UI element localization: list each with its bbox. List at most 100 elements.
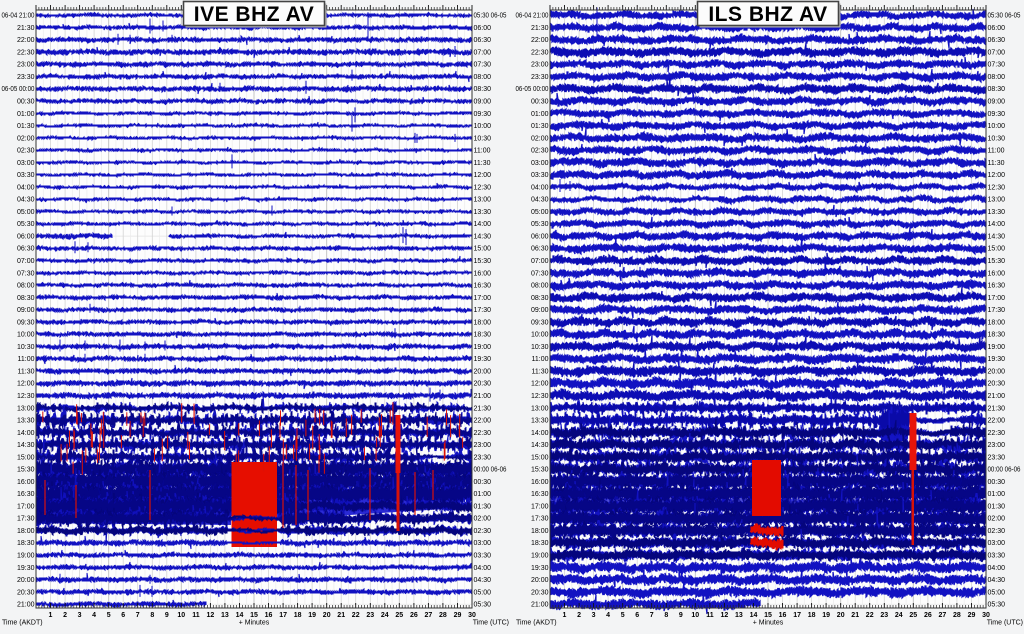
svg-text:05:30: 05:30 (17, 221, 35, 228)
svg-text:05:00: 05:00 (531, 209, 549, 216)
svg-text:16:00: 16:00 (17, 479, 35, 486)
svg-text:02:00: 02:00 (474, 516, 492, 523)
svg-text:2: 2 (577, 612, 581, 619)
svg-text:09:30: 09:30 (988, 111, 1006, 118)
svg-text:02:30: 02:30 (531, 148, 549, 155)
svg-text:13:30: 13:30 (988, 209, 1006, 216)
svg-text:22:00: 22:00 (17, 37, 35, 44)
svg-text:20:30: 20:30 (988, 381, 1006, 388)
svg-text:08:00: 08:00 (531, 283, 549, 290)
svg-text:5: 5 (107, 612, 111, 619)
svg-text:21:00: 21:00 (474, 393, 492, 400)
svg-text:26: 26 (410, 612, 418, 619)
svg-text:18:00: 18:00 (17, 528, 35, 535)
svg-text:23:00: 23:00 (474, 442, 492, 449)
svg-text:11:30: 11:30 (988, 160, 1005, 167)
svg-text:04:30: 04:30 (474, 577, 492, 584)
svg-text:28: 28 (953, 612, 961, 619)
svg-text:15:30: 15:30 (988, 258, 1006, 265)
svg-text:11: 11 (192, 612, 200, 619)
svg-text:20:00: 20:00 (474, 369, 492, 376)
svg-text:02:30: 02:30 (474, 528, 492, 535)
svg-text:11:00: 11:00 (474, 148, 491, 155)
svg-text:18:30: 18:30 (531, 540, 549, 547)
svg-text:21:00: 21:00 (17, 602, 35, 609)
svg-text:05:30: 05:30 (988, 602, 1006, 609)
svg-text:03:00: 03:00 (531, 160, 549, 167)
svg-text:08:30: 08:30 (17, 295, 35, 302)
svg-text:21: 21 (337, 612, 345, 619)
svg-text:16: 16 (779, 612, 787, 619)
svg-text:09:00: 09:00 (531, 307, 549, 314)
svg-text:00:00 06-06: 00:00 06-06 (988, 467, 1021, 474)
svg-text:Time (AKDT): Time (AKDT) (2, 620, 43, 627)
svg-text:03:00: 03:00 (988, 540, 1006, 547)
svg-text:18:30: 18:30 (988, 332, 1006, 339)
svg-text:17:30: 17:30 (531, 516, 549, 523)
svg-text:01:30: 01:30 (17, 123, 35, 130)
svg-text:14:00: 14:00 (531, 430, 549, 437)
svg-text:09:30: 09:30 (531, 319, 549, 326)
svg-text:01:30: 01:30 (988, 503, 1006, 510)
svg-text:12:00: 12:00 (531, 381, 549, 388)
svg-text:19:00: 19:00 (474, 344, 492, 351)
svg-text:02:30: 02:30 (17, 148, 35, 155)
svg-text:09:30: 09:30 (17, 319, 35, 326)
svg-text:06:30: 06:30 (474, 37, 492, 44)
svg-text:03:00: 03:00 (474, 540, 492, 547)
svg-text:17:30: 17:30 (988, 307, 1006, 314)
svg-text:15: 15 (764, 612, 772, 619)
svg-text:22: 22 (352, 612, 360, 619)
svg-text:19:00: 19:00 (17, 553, 35, 560)
svg-text:29: 29 (454, 612, 462, 619)
svg-text:20:30: 20:30 (474, 381, 492, 388)
svg-text:16:30: 16:30 (17, 491, 35, 498)
svg-text:+ Minutes: + Minutes (753, 620, 784, 627)
svg-text:18:30: 18:30 (17, 540, 35, 547)
svg-text:01:30: 01:30 (474, 503, 492, 510)
svg-text:09:00: 09:00 (988, 99, 1006, 106)
svg-text:00:30: 00:30 (17, 99, 35, 106)
svg-text:Time (UTC): Time (UTC) (987, 620, 1023, 627)
svg-text:23: 23 (366, 612, 374, 619)
svg-text:10:30: 10:30 (17, 344, 35, 351)
svg-text:12:30: 12:30 (17, 393, 35, 400)
svg-text:14: 14 (750, 612, 758, 619)
svg-text:03:30: 03:30 (17, 172, 35, 179)
svg-text:12: 12 (721, 612, 729, 619)
svg-text:19: 19 (822, 612, 830, 619)
svg-text:00:30: 00:30 (531, 99, 549, 106)
svg-text:22:00: 22:00 (988, 418, 1006, 425)
svg-text:21:30: 21:30 (988, 405, 1006, 412)
svg-text:21:00: 21:00 (531, 602, 549, 609)
svg-text:21: 21 (851, 612, 859, 619)
svg-text:06:00: 06:00 (988, 25, 1006, 32)
svg-text:03:30: 03:30 (531, 172, 549, 179)
svg-text:15: 15 (250, 612, 258, 619)
svg-text:04:00: 04:00 (474, 565, 492, 572)
svg-text:15:30: 15:30 (531, 467, 549, 474)
svg-text:19:00: 19:00 (988, 344, 1006, 351)
svg-text:25: 25 (909, 612, 917, 619)
svg-text:13:30: 13:30 (17, 418, 35, 425)
svg-text:17: 17 (279, 612, 287, 619)
svg-text:13:00: 13:00 (474, 197, 492, 204)
svg-text:10:00: 10:00 (531, 332, 549, 339)
svg-text:16:30: 16:30 (474, 283, 492, 290)
svg-text:14:00: 14:00 (988, 221, 1006, 228)
svg-text:08:00: 08:00 (474, 74, 492, 81)
svg-text:12: 12 (207, 612, 215, 619)
svg-text:11:30: 11:30 (532, 369, 549, 376)
svg-text:13: 13 (221, 612, 229, 619)
svg-text:05:30: 05:30 (474, 602, 492, 609)
svg-text:3: 3 (78, 612, 82, 619)
svg-text:8: 8 (150, 612, 154, 619)
svg-text:28: 28 (439, 612, 447, 619)
svg-text:23:30: 23:30 (17, 74, 35, 81)
svg-text:21:00: 21:00 (988, 393, 1006, 400)
svg-text:3: 3 (592, 612, 596, 619)
svg-text:11:30: 11:30 (474, 160, 491, 167)
svg-text:04:30: 04:30 (531, 197, 549, 204)
svg-text:18:30: 18:30 (474, 332, 492, 339)
svg-text:01:00: 01:00 (474, 491, 492, 498)
